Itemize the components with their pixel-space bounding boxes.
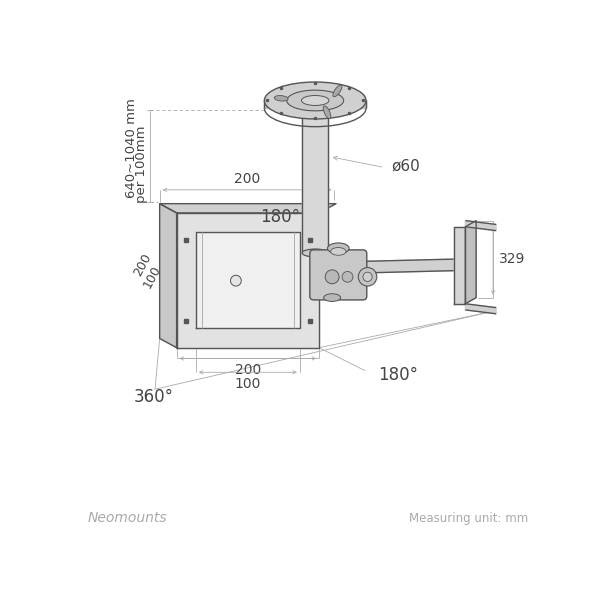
- Ellipse shape: [287, 90, 344, 111]
- Text: 200: 200: [131, 251, 154, 279]
- Polygon shape: [315, 262, 320, 282]
- Polygon shape: [454, 227, 466, 304]
- Circle shape: [358, 268, 377, 286]
- Ellipse shape: [265, 82, 366, 119]
- Polygon shape: [265, 100, 366, 108]
- Ellipse shape: [301, 95, 329, 106]
- Circle shape: [230, 275, 241, 286]
- Ellipse shape: [274, 95, 288, 101]
- Text: Neomounts: Neomounts: [87, 511, 167, 525]
- Text: 640~1040 mm: 640~1040 mm: [125, 98, 139, 199]
- Polygon shape: [466, 304, 496, 314]
- Text: 200: 200: [234, 172, 260, 186]
- Text: 100: 100: [235, 377, 261, 391]
- Text: 360°: 360°: [133, 388, 173, 406]
- Ellipse shape: [331, 248, 346, 255]
- Text: 180°: 180°: [260, 208, 301, 226]
- Text: 180°: 180°: [379, 365, 418, 383]
- Polygon shape: [466, 221, 476, 304]
- Text: ø60: ø60: [391, 158, 420, 173]
- Text: 200: 200: [235, 363, 261, 377]
- Polygon shape: [196, 232, 300, 328]
- Polygon shape: [466, 221, 496, 230]
- Polygon shape: [160, 203, 176, 347]
- Circle shape: [363, 272, 372, 281]
- Circle shape: [342, 271, 353, 282]
- Ellipse shape: [328, 243, 349, 254]
- Polygon shape: [160, 203, 336, 213]
- FancyBboxPatch shape: [310, 250, 367, 300]
- Polygon shape: [361, 259, 454, 273]
- Ellipse shape: [323, 294, 341, 301]
- Text: Measuring unit: mm: Measuring unit: mm: [409, 512, 529, 525]
- Ellipse shape: [302, 249, 328, 257]
- Text: per 100mm: per 100mm: [134, 125, 148, 203]
- Ellipse shape: [323, 106, 331, 119]
- Polygon shape: [176, 213, 319, 347]
- Text: 100: 100: [140, 263, 163, 290]
- Ellipse shape: [333, 85, 342, 97]
- Text: 329: 329: [499, 252, 526, 266]
- Circle shape: [325, 270, 339, 284]
